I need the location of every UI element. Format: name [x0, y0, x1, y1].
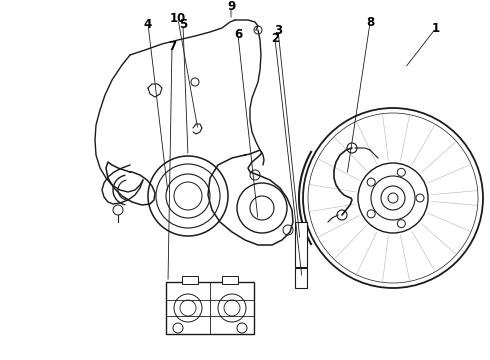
Bar [182, 276, 198, 284]
Text: 2: 2 [271, 32, 279, 45]
Bar [222, 276, 238, 284]
Text: 7: 7 [168, 40, 176, 53]
Text: 5: 5 [179, 18, 187, 31]
Text: 8: 8 [366, 17, 374, 30]
Text: 1: 1 [432, 22, 440, 35]
Text: 4: 4 [144, 18, 152, 31]
Text: 9: 9 [227, 0, 235, 13]
Text: 6: 6 [234, 28, 242, 41]
Bar [295, 268, 307, 288]
Bar [295, 222, 307, 267]
Bar [166, 282, 254, 334]
Text: 3: 3 [274, 23, 282, 36]
Text: 10: 10 [170, 13, 186, 26]
